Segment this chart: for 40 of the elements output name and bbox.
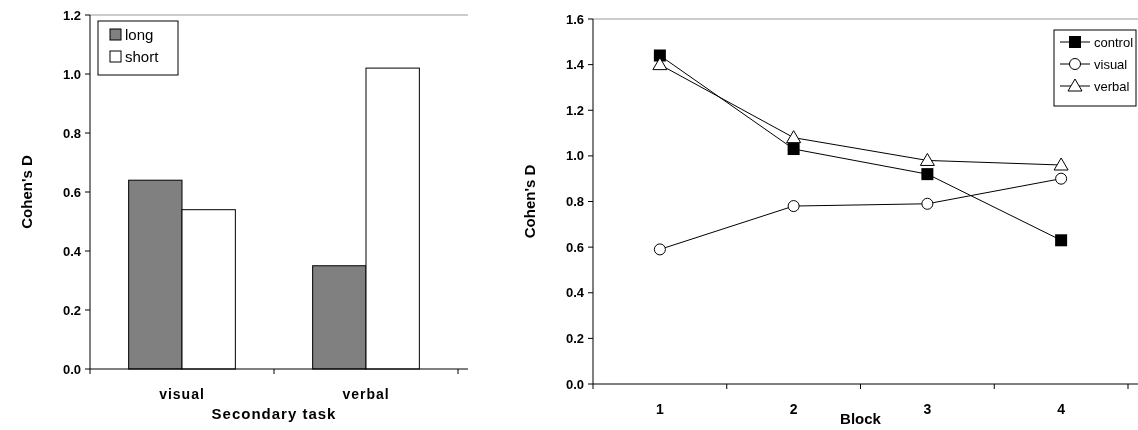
x-tick-label: 1 — [655, 401, 664, 417]
y-tick-label: 0.0 — [565, 376, 584, 392]
point — [921, 197, 934, 210]
y-tick-label: 1.6 — [565, 11, 584, 27]
point — [652, 57, 668, 71]
point — [921, 168, 934, 181]
point — [653, 243, 666, 256]
y-tick-label: 0.8 — [62, 125, 81, 141]
x-tick-label: 4 — [1057, 401, 1066, 417]
y-tick-label: 1.2 — [565, 102, 584, 118]
y-tick-label: 0.6 — [62, 184, 81, 200]
legend-label: control — [1094, 34, 1134, 50]
y-tick-label: 0.2 — [565, 330, 584, 346]
legend-label: visual — [1094, 56, 1128, 72]
point — [1053, 157, 1069, 171]
x-tick-label: 3 — [923, 401, 932, 417]
legend-label: short — [125, 48, 160, 66]
y-tick-label: 0.4 — [62, 243, 82, 259]
legend-label: verbal — [1094, 78, 1130, 94]
y-tick-label: 1.0 — [62, 66, 81, 82]
y-axis-title: Cohen's D — [18, 155, 35, 229]
x-axis-title: Block — [840, 410, 882, 427]
point — [1055, 172, 1068, 185]
y-axis-title: Cohen's D — [521, 164, 538, 239]
y-tick-label: 0.0 — [62, 361, 81, 377]
legend-label: long — [125, 26, 154, 44]
y-tick-label: 0.8 — [565, 194, 584, 210]
point — [787, 143, 800, 156]
y-tick-label: 1.4 — [565, 57, 585, 73]
y-tick-label: 0.2 — [62, 302, 81, 318]
y-tick-label: 1.2 — [62, 7, 81, 23]
point — [919, 152, 935, 166]
x-axis-title: Secondary task — [211, 405, 337, 422]
point — [786, 130, 802, 144]
point — [1055, 234, 1068, 247]
x-tick-label: 2 — [789, 401, 798, 417]
point — [787, 200, 800, 213]
y-tick-label: 1.0 — [565, 148, 584, 164]
y-tick-label: 0.4 — [565, 285, 585, 301]
y-tick-label: 0.6 — [565, 239, 584, 255]
